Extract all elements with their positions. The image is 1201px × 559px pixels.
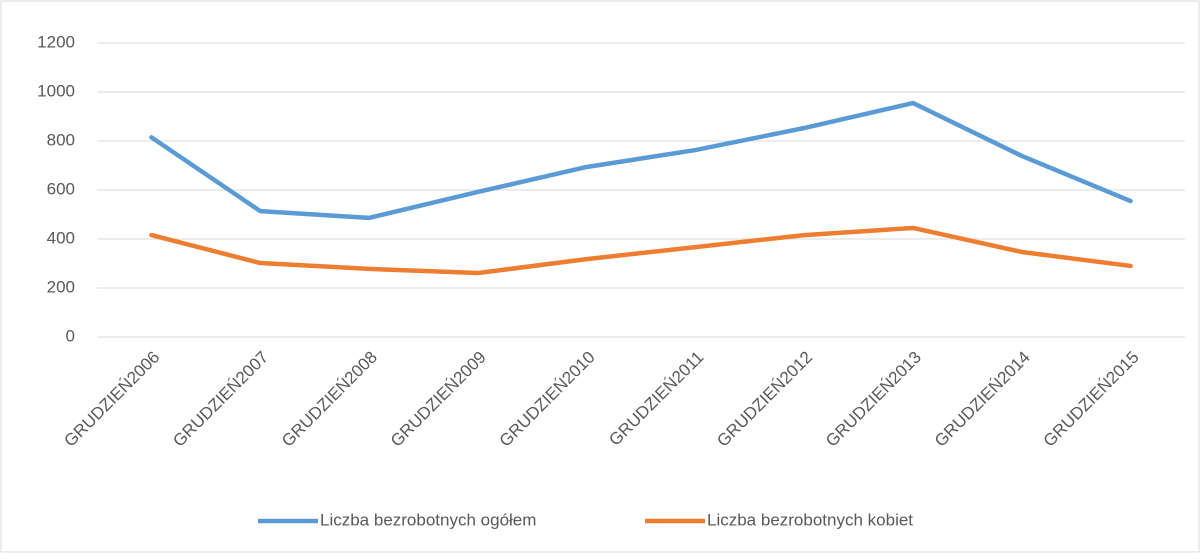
legend-label: Liczba bezrobotnych ogółem <box>320 510 536 529</box>
y-tick-label: 600 <box>47 179 75 198</box>
legend-label: Liczba bezrobotnych kobiet <box>707 510 913 529</box>
y-tick-label: 800 <box>47 130 75 149</box>
y-tick-label: 0 <box>66 326 75 345</box>
y-tick-label: 1200 <box>37 32 75 51</box>
y-tick-label: 400 <box>47 228 75 247</box>
line <box>149 225 1133 276</box>
y-tick-label: 1000 <box>37 81 75 100</box>
line <box>149 100 1133 221</box>
y-tick-label: 200 <box>47 277 75 296</box>
